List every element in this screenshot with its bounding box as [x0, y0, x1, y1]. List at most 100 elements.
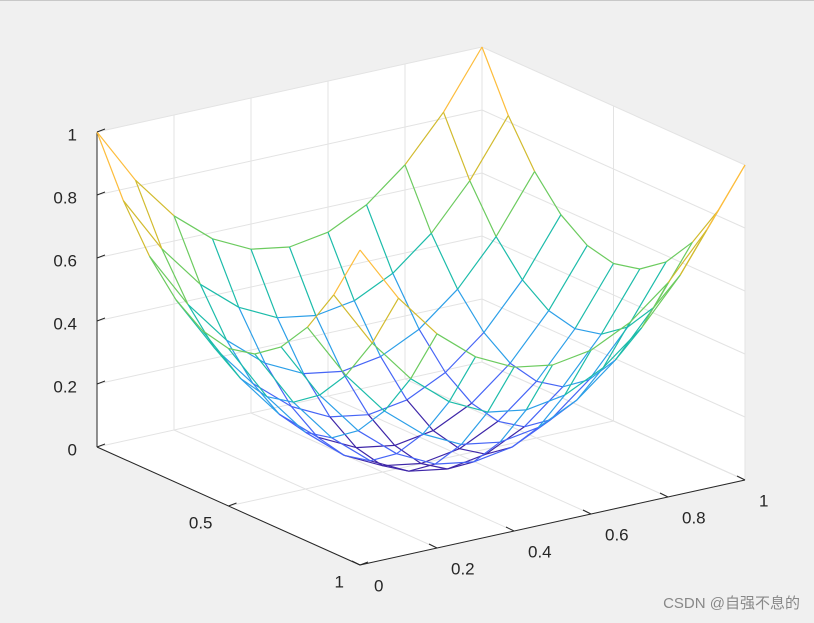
- mesh-segment: [240, 378, 268, 398]
- mesh-segment: [521, 279, 550, 311]
- mesh-segment: [457, 288, 485, 333]
- grid-line: [481, 361, 746, 481]
- mesh-segment: [187, 304, 228, 341]
- mesh-segment: [483, 279, 523, 333]
- mesh-segment: [475, 356, 515, 368]
- mesh-segment: [422, 401, 450, 435]
- mesh-segment: [406, 372, 446, 401]
- grid-line: [96, 109, 483, 196]
- mesh-segment: [600, 268, 641, 335]
- mesh-segment: [380, 356, 408, 401]
- mesh-segment: [290, 406, 319, 438]
- mesh-segment: [396, 453, 436, 465]
- mesh-segment: [201, 330, 242, 379]
- mesh-segment: [276, 317, 305, 374]
- y-tick: [351, 560, 361, 566]
- mesh-segment: [289, 231, 329, 248]
- mesh-segment: [319, 374, 347, 396]
- z-tick: [96, 254, 106, 259]
- mesh-segment: [394, 444, 422, 464]
- mesh-segment: [432, 430, 460, 450]
- mesh-segment: [306, 326, 347, 376]
- mesh-segment: [331, 437, 371, 462]
- mesh-segment: [457, 236, 497, 290]
- mesh-segment: [280, 326, 308, 348]
- mesh-segment: [199, 284, 228, 341]
- mesh-segment: [473, 446, 513, 463]
- y-tick: [736, 475, 746, 481]
- mesh-segment: [525, 394, 565, 411]
- mesh-segment: [238, 307, 266, 364]
- mesh-segment: [667, 229, 707, 284]
- mesh-segment: [315, 315, 343, 372]
- mesh-segment: [602, 327, 643, 369]
- mesh-segment: [641, 274, 681, 329]
- mesh-segment: [398, 297, 438, 335]
- y-tick: [505, 526, 515, 532]
- mesh-segment: [473, 441, 501, 463]
- mesh-segment: [317, 436, 357, 449]
- mesh-segment: [356, 444, 395, 449]
- mesh-segment: [461, 441, 500, 445]
- mesh-segment: [536, 380, 563, 388]
- mesh-segment: [404, 164, 432, 234]
- mesh-segment: [277, 314, 316, 319]
- mesh-segment: [357, 430, 397, 455]
- mesh-segment: [280, 346, 321, 396]
- x-tick: [359, 561, 369, 566]
- mesh-segment: [333, 249, 361, 296]
- mesh-segment: [329, 414, 369, 418]
- y-tick-label: 1: [759, 491, 768, 510]
- mesh-segment: [511, 426, 539, 448]
- mesh-segment: [576, 359, 616, 401]
- mesh-segment: [408, 468, 448, 472]
- mesh-segment: [122, 200, 151, 257]
- mesh-segment: [134, 179, 163, 249]
- mesh-segment: [639, 261, 667, 270]
- mesh-segment: [327, 204, 367, 233]
- mesh-segment: [305, 431, 332, 439]
- mesh-segment: [548, 245, 588, 311]
- mesh-segment: [552, 349, 592, 366]
- mesh-segment: [627, 306, 655, 328]
- mesh-segment: [254, 346, 282, 355]
- mesh-segment: [613, 262, 640, 270]
- mesh-segment: [315, 300, 355, 317]
- mesh-segment: [122, 200, 163, 250]
- mesh-segment: [562, 333, 602, 388]
- mesh-segment: [471, 362, 511, 404]
- mesh-segment: [291, 405, 331, 418]
- mesh-segment: [264, 362, 292, 407]
- grid-line: [96, 235, 483, 322]
- x-tick-label: 0.5: [189, 513, 213, 532]
- mesh-segment: [201, 329, 229, 349]
- mesh-segment: [345, 374, 385, 412]
- y-tick: [582, 509, 592, 515]
- mesh-segment: [574, 263, 615, 330]
- mesh-segment: [534, 171, 562, 216]
- mesh-segment: [588, 359, 616, 381]
- mesh-segment: [665, 241, 693, 263]
- x-tick: [228, 502, 237, 507]
- mesh-segment: [341, 371, 369, 416]
- mesh-segment: [250, 248, 278, 318]
- mesh-segment: [525, 364, 554, 411]
- grid-line: [404, 378, 669, 498]
- mesh-segment: [333, 294, 373, 344]
- mesh-segment: [199, 283, 240, 308]
- mesh-segment: [444, 372, 473, 404]
- mesh-segment: [96, 131, 124, 201]
- mesh-segment: [601, 326, 628, 335]
- mesh-segment: [278, 413, 306, 433]
- mesh-segment: [392, 273, 420, 330]
- mesh-segment: [444, 332, 485, 373]
- watermark: CSDN @自强不息的: [663, 595, 800, 612]
- mesh-segment: [459, 448, 486, 455]
- mesh-segment: [449, 401, 488, 413]
- mesh-segment: [305, 431, 345, 456]
- mesh-segment: [513, 364, 553, 368]
- mesh-segment: [252, 383, 280, 415]
- grid-line: [327, 395, 592, 515]
- mesh-segment: [430, 180, 471, 234]
